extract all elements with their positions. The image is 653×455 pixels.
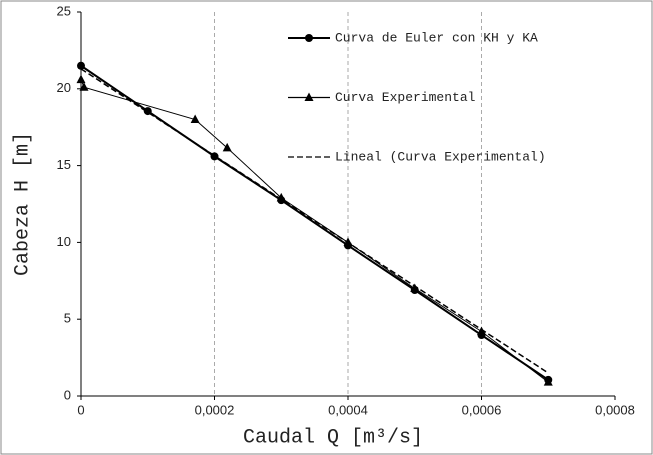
data-point bbox=[76, 74, 86, 84]
series-line bbox=[80, 68, 549, 374]
data-point bbox=[410, 283, 420, 292]
data-point bbox=[222, 142, 232, 152]
data-point bbox=[190, 114, 200, 124]
data-point bbox=[276, 192, 286, 202]
data-point bbox=[343, 237, 353, 246]
data-point bbox=[77, 61, 85, 70]
x-tick-label: 0 bbox=[77, 402, 84, 417]
y-axis-title: Cabeza H [m] bbox=[11, 132, 34, 276]
data-point bbox=[79, 82, 89, 91]
y-tick-label: 10 bbox=[57, 234, 71, 249]
x-tick-label: 0,0004 bbox=[328, 402, 368, 417]
legend-marker bbox=[305, 34, 313, 42]
x-axis-title: Caudal Q [m³/s] bbox=[243, 426, 423, 449]
y-tick-label: 0 bbox=[64, 387, 71, 402]
y-tick-label: 5 bbox=[64, 311, 71, 326]
data-point bbox=[543, 377, 553, 386]
legend-label: Curva Experimental bbox=[335, 90, 476, 105]
y-tick-label: 20 bbox=[57, 80, 71, 95]
x-tick-label: 0,0002 bbox=[195, 402, 235, 417]
legend-marker bbox=[304, 92, 314, 101]
legend-label: Lineal (Curva Experimental) bbox=[335, 149, 546, 164]
y-tick-label: 15 bbox=[57, 157, 71, 172]
legend-label: Curva de Euler con KH y KA bbox=[335, 30, 538, 45]
series-line bbox=[80, 64, 549, 381]
y-tick-label: 25 bbox=[57, 3, 71, 18]
x-tick-label: 0,0006 bbox=[462, 402, 502, 417]
data-point bbox=[477, 326, 486, 335]
x-tick-label: 0,0008 bbox=[595, 402, 635, 417]
